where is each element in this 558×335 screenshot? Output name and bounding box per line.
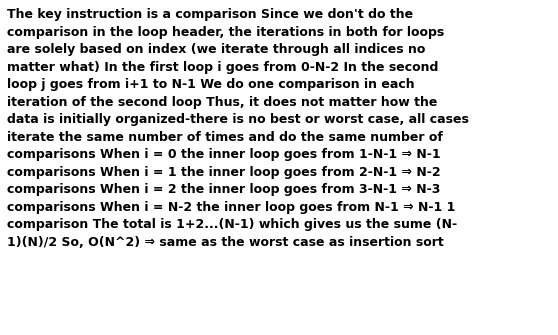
Text: The key instruction is a comparison Since we don't do the
comparison in the loop: The key instruction is a comparison Sinc… bbox=[7, 8, 469, 249]
